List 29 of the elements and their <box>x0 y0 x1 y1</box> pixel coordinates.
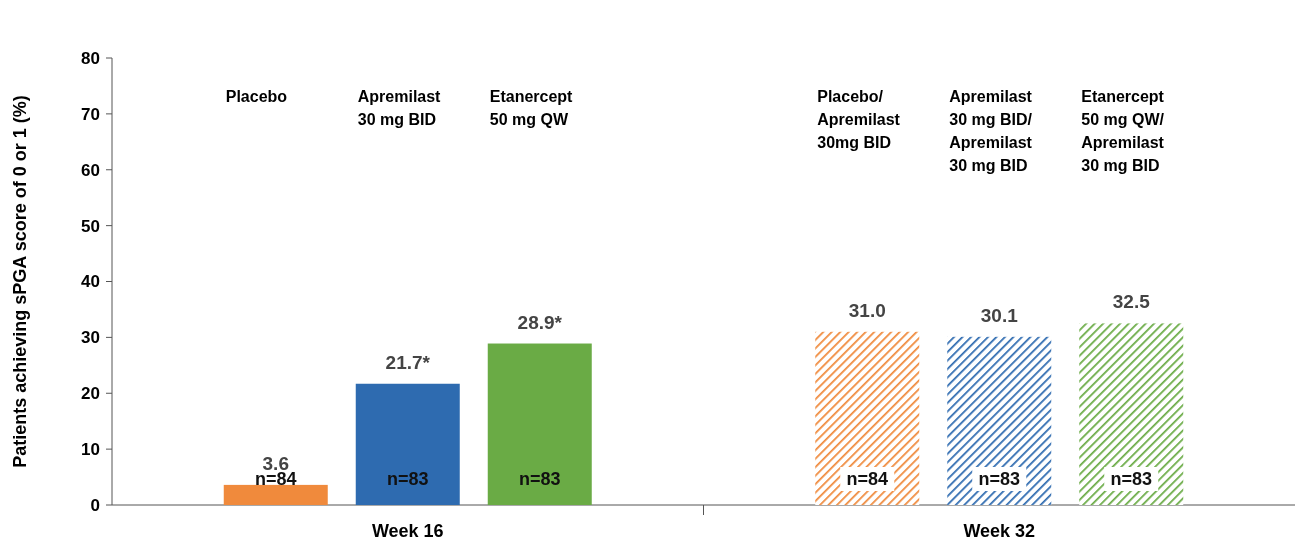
annotation: n=83 <box>386 469 429 490</box>
data-label: 30.1 <box>980 304 1019 326</box>
annotation: n=84 <box>846 469 889 490</box>
y-tick-label: 50 <box>81 216 100 236</box>
y-tick-label: 20 <box>81 384 100 404</box>
y-tick-label: 80 <box>81 48 100 68</box>
x-tick-label: Etanercept 50 mg QW <box>489 88 574 128</box>
annotation: n=83 <box>518 469 561 490</box>
y-tick-label: 10 <box>81 440 100 460</box>
data-label: 32.5 <box>1112 291 1151 313</box>
y-tick-label: 40 <box>81 272 100 292</box>
x-tick-label: Etanercept 50 mg QW/ Apremilast 30 mg BID <box>1081 88 1165 174</box>
y-axis-title: Patients achieving sPGA score of 0 or 1 (%) <box>10 95 30 468</box>
y-tick-label: 30 <box>81 328 100 348</box>
annotation: n=83 <box>1110 469 1153 490</box>
x-tick-label: Placebo <box>225 88 288 105</box>
annotation: n=84 <box>254 469 297 490</box>
x-tick-label: Apremilast 30 mg BID <box>357 88 442 128</box>
y-tick-label: 0 <box>90 495 100 515</box>
text: Week 32 <box>963 521 1036 541</box>
text: Week 16 <box>371 521 444 541</box>
annotation: n=83 <box>978 469 1021 490</box>
data-label: 21.7* <box>385 351 431 373</box>
y-tick-label: 70 <box>81 104 100 124</box>
data-label: 31.0 <box>848 299 886 321</box>
x-tick-label: Placebo/ Apremilast 30mg BID <box>817 88 901 151</box>
x-tick-label: Apremilast 30 mg BID/ Apremilast 30 mg BID <box>949 88 1033 174</box>
y-tick-label: 60 <box>81 160 100 180</box>
data-label: 28.9* <box>517 311 563 333</box>
